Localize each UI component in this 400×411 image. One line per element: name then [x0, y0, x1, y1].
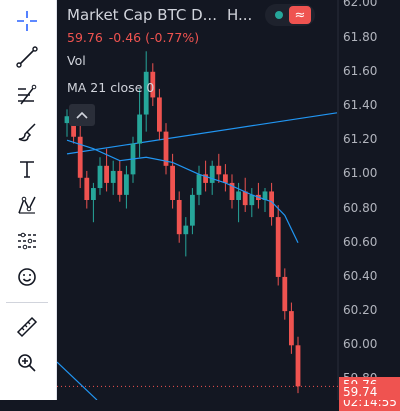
- candle-body: [262, 191, 268, 200]
- zoom-in-icon[interactable]: [8, 348, 46, 378]
- price-axis-label: 60.00: [343, 337, 378, 352]
- crosshair-icon[interactable]: [8, 6, 46, 36]
- candle-body: [64, 116, 70, 124]
- candle-body: [163, 131, 169, 166]
- price-axis-label: 60.60: [343, 234, 378, 249]
- chart-area[interactable]: Market Cap BTC D... H... ≈ 59.76 -0.46 (-…: [57, 0, 400, 411]
- candle-body: [110, 170, 116, 183]
- ma-line: [66, 139, 299, 243]
- prediction-icon[interactable]: [8, 226, 46, 256]
- candle-body: [150, 71, 156, 98]
- candle-body: [209, 165, 215, 183]
- candle-body: [183, 225, 189, 235]
- collapse-legend-button[interactable]: [69, 104, 95, 126]
- price-axis-label: 60.20: [343, 303, 378, 318]
- emoji-icon[interactable]: [8, 262, 46, 292]
- symbol-title[interactable]: Market Cap BTC D...: [67, 6, 217, 24]
- price-axis-label: 60.80: [343, 200, 378, 215]
- candle-body: [157, 97, 162, 132]
- price-chart[interactable]: [57, 0, 400, 400]
- fib-retracement-icon[interactable]: [8, 80, 46, 110]
- candle-body: [170, 165, 175, 200]
- candle-body: [97, 165, 103, 189]
- trend-line-icon[interactable]: [8, 42, 46, 72]
- candle-body: [216, 165, 222, 175]
- candle-body: [275, 217, 281, 277]
- candle-body: [137, 114, 142, 144]
- ruler-icon[interactable]: [8, 312, 46, 342]
- candle-body: [229, 182, 235, 200]
- pattern-icon[interactable]: [8, 190, 46, 220]
- legend-values: 59.76 -0.46 (-0.77%): [67, 30, 205, 45]
- drawing-toolbar: [0, 0, 57, 400]
- price-axis-label: 61.20: [343, 132, 378, 147]
- candle-body: [295, 345, 301, 387]
- lower-price-tag: 59.74: [339, 384, 400, 400]
- candle-body: [124, 174, 129, 195]
- candle-body: [242, 191, 248, 206]
- interval-label[interactable]: H...: [227, 6, 253, 24]
- text-icon[interactable]: [8, 154, 46, 184]
- price-axis-label: 61.40: [343, 97, 378, 112]
- candle-body: [269, 191, 274, 218]
- price-axis-label: 61.00: [343, 166, 378, 181]
- candle-body: [77, 136, 83, 178]
- price-axis-label: 61.80: [343, 29, 378, 44]
- market-open-dot: [275, 11, 283, 19]
- price-axis-label: 62.00: [343, 0, 378, 10]
- ma-legend[interactable]: MA 21 close 0: [67, 80, 155, 95]
- candle-body: [223, 174, 228, 183]
- candle-body: [203, 174, 208, 183]
- drawing-line[interactable]: [57, 361, 98, 400]
- price-axis-label: 61.60: [343, 63, 378, 78]
- candle-body: [143, 71, 149, 115]
- candle-body: [289, 311, 294, 346]
- candle-body: [190, 194, 195, 226]
- price-change-value: -0.46 (-0.77%): [108, 30, 200, 45]
- candle-body: [249, 194, 255, 206]
- candle-body: [282, 276, 288, 312]
- chevron-up-icon: [76, 111, 88, 119]
- candle-body: [176, 200, 182, 235]
- trend-line[interactable]: [66, 112, 338, 155]
- candle-body: [71, 116, 76, 137]
- candle-body: [91, 188, 96, 200]
- volume-legend[interactable]: Vol: [67, 53, 86, 68]
- candle-body: [117, 170, 123, 195]
- toolbar-divider: [6, 302, 48, 303]
- candle-body: [196, 174, 202, 195]
- market-status-pill[interactable]: ≈: [265, 4, 315, 26]
- candle-body: [236, 191, 241, 200]
- last-price-value: 59.76: [67, 30, 103, 45]
- wave-icon: ≈: [289, 6, 311, 24]
- candle-body: [104, 165, 109, 183]
- candle-body: [84, 177, 90, 200]
- brush-icon[interactable]: [8, 116, 46, 146]
- price-axis-label: 60.40: [343, 268, 378, 283]
